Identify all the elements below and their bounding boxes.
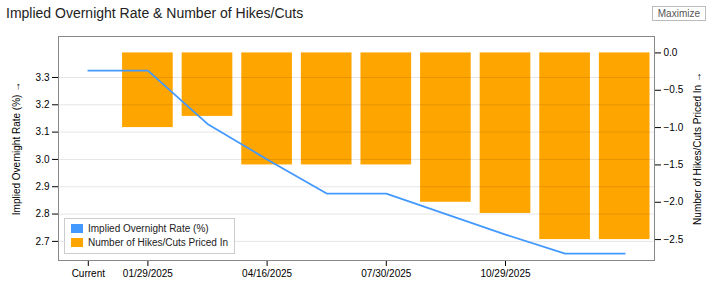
html-text:Implied Overnight Rate & Numbe: Implied Overnight Rate & Number of Hikes… (6, 5, 304, 21)
html-text:Maximize: Maximize (657, 7, 700, 19)
svg-text:−2.5: −2.5 (664, 234, 684, 245)
svg-text:3.2: 3.2 (36, 99, 50, 110)
svg-text:0.0: 0.0 (664, 47, 678, 58)
svg-text:−0.5: −0.5 (664, 84, 684, 95)
svg-text:04/16/2025: 04/16/2025 (242, 268, 292, 279)
svg-text:01/29/2025: 01/29/2025 (123, 268, 173, 279)
html-text:Number of Hikes/Cuts Priced In: Number of Hikes/Cuts Priced In (88, 237, 229, 248)
svg-text:−2.0: −2.0 (664, 196, 684, 207)
svg-text:3.1: 3.1 (36, 126, 50, 137)
svg-text:2.9: 2.9 (36, 181, 50, 192)
svg-text:−1.5: −1.5 (664, 159, 684, 170)
svg-text:3.3: 3.3 (36, 72, 50, 83)
svg-text:Implied Overnight Rate (%) →: Implied Overnight Rate (%) → (11, 82, 22, 215)
svg-text:2.8: 2.8 (36, 208, 50, 219)
svg-text:3.0: 3.0 (36, 154, 50, 165)
svg-text:07/30/2025: 07/30/2025 (361, 268, 411, 279)
svg-text:−1.0: −1.0 (664, 122, 684, 133)
html-text:Implied Overnight Rate (%): Implied Overnight Rate (%) (88, 223, 209, 234)
svg-text:Current: Current (72, 268, 106, 279)
svg-text:Number of Hikes/Cuts Priced In: Number of Hikes/Cuts Priced In → (692, 72, 703, 225)
svg-text:10/29/2025: 10/29/2025 (480, 268, 530, 279)
svg-text:2.7: 2.7 (36, 236, 50, 247)
